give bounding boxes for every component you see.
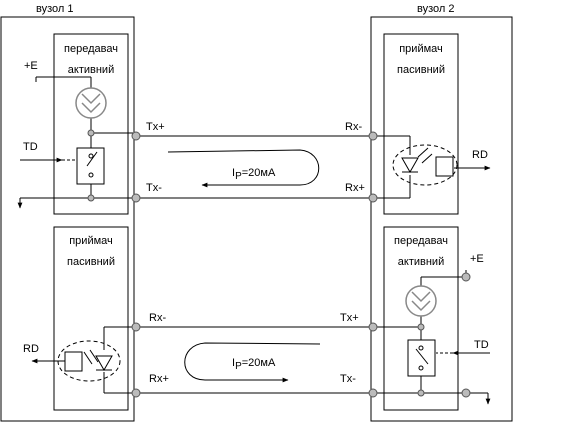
n2-transmitter-block	[383, 226, 459, 411]
n2-rx-title-1: приймач	[399, 43, 443, 55]
n2-receiver-block	[383, 33, 459, 215]
top-terminals	[87, 129, 378, 203]
n1-td-label: TD	[23, 141, 38, 153]
n1-rx-minus-label: Rx-	[149, 312, 166, 324]
n1-rx-title-1: приймач	[69, 235, 113, 247]
bottom-current-label: IP=20мА	[232, 357, 276, 372]
n2-tx-plus-label: Tx+	[340, 312, 359, 324]
top-current-loop	[167, 149, 320, 188]
node1-frame	[0, 16, 135, 422]
n1-tx-plus-label: Tx+	[146, 121, 165, 133]
n1-transmitter-block	[53, 33, 129, 215]
n2-rx-plus-label: Rx+	[345, 182, 365, 194]
n2-rx-title-2: пасивний	[397, 64, 445, 76]
n2-switch-icon	[407, 339, 436, 377]
bottom-loop-wiring	[31, 270, 491, 405]
n2-current-source-icon	[405, 285, 437, 317]
n1-receiver-block	[53, 226, 129, 411]
n1-rx-plus-label: Rx+	[149, 373, 169, 385]
n2-optocoupler-icon	[392, 144, 458, 186]
n1-switch-icon	[76, 147, 105, 185]
n2-plus-e-label: +E	[470, 253, 484, 265]
bottom-terminals	[131, 272, 471, 398]
node2-frame	[370, 16, 513, 422]
n1-current-source-icon	[75, 87, 107, 119]
svg-text:IP=20мА: IP=20мА	[232, 167, 276, 182]
n2-rd-label: RD	[472, 149, 488, 161]
n1-optocoupler-icon	[57, 340, 121, 382]
n2-td-label: TD	[474, 339, 489, 351]
node2-title: вузол 2	[417, 3, 455, 15]
n2-rx-minus-label: Rx-	[345, 121, 362, 133]
n1-tx-title-2: активний	[68, 64, 114, 76]
n1-rd-label: RD	[23, 343, 39, 355]
n1-tx-title-1: передавач	[64, 43, 118, 55]
n2-tx-title-2: активний	[398, 256, 444, 268]
bottom-current-loop	[184, 342, 321, 383]
n2-tx-title-1: передавач	[394, 235, 448, 247]
top-current-label: IP=20мА	[232, 167, 276, 182]
n2-tx-minus-label: Tx-	[340, 373, 356, 385]
n1-tx-minus-label: Tx-	[146, 182, 162, 194]
n1-rx-title-2: пасивний	[67, 256, 115, 268]
top-loop-wiring	[17, 76, 491, 209]
svg-text:IP=20мА: IP=20мА	[232, 357, 276, 372]
n1-plus-e-label: +E	[24, 60, 38, 72]
node1-title: вузол 1	[36, 3, 74, 15]
